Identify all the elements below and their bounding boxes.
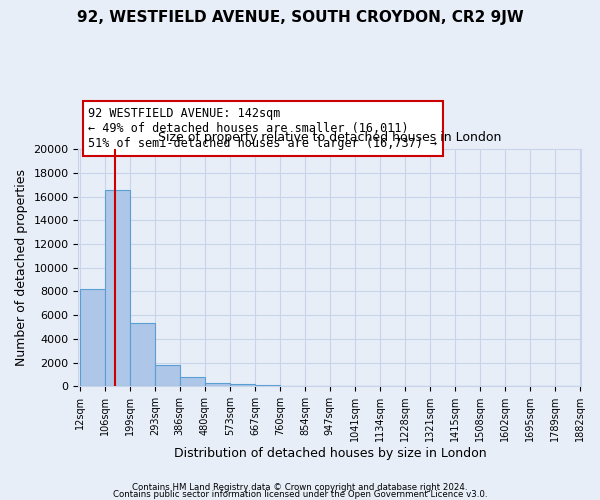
Bar [130,324,155,386]
Bar [180,376,205,386]
X-axis label: Distribution of detached houses by size in London: Distribution of detached houses by size … [173,447,486,460]
Bar [105,190,130,386]
Text: Contains HM Land Registry data © Crown copyright and database right 2024.: Contains HM Land Registry data © Crown c… [132,484,468,492]
Text: 92, WESTFIELD AVENUE, SOUTH CROYDON, CR2 9JW: 92, WESTFIELD AVENUE, SOUTH CROYDON, CR2… [77,10,523,25]
Title: Size of property relative to detached houses in London: Size of property relative to detached ho… [158,131,502,144]
Text: 92 WESTFIELD AVENUE: 142sqm
← 49% of detached houses are smaller (16,011)
51% of: 92 WESTFIELD AVENUE: 142sqm ← 49% of det… [88,106,437,150]
Bar [205,382,230,386]
Text: Contains public sector information licensed under the Open Government Licence v3: Contains public sector information licen… [113,490,487,499]
Y-axis label: Number of detached properties: Number of detached properties [15,170,28,366]
Bar [230,384,254,386]
Bar [80,289,104,386]
Bar [155,366,180,386]
